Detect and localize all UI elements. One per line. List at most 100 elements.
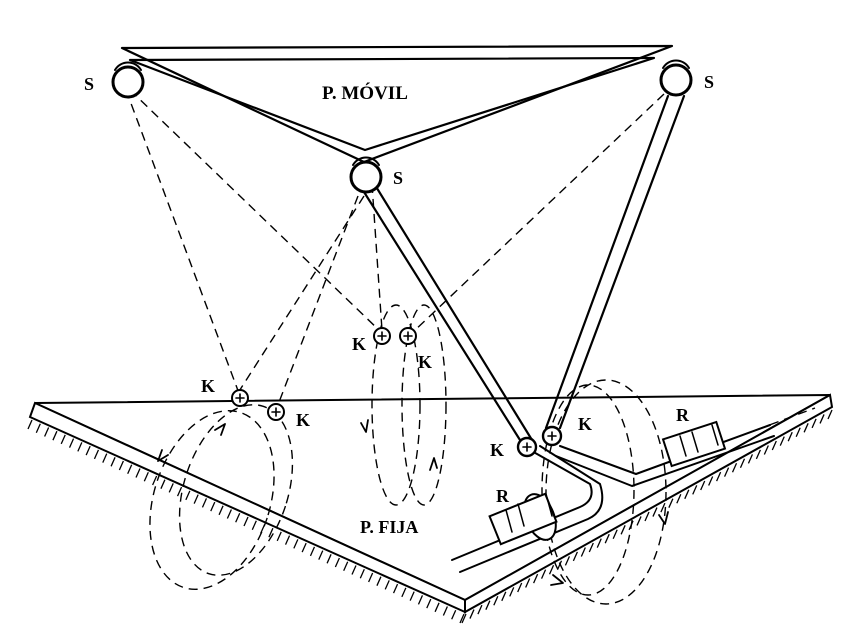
hatch-mark [668,498,674,508]
hatch-mark [35,423,41,433]
spherical-joint-label: S [393,168,403,188]
hatch-mark [326,554,332,564]
hatch-mark [368,572,374,583]
hatch-mark [604,533,610,544]
hatch-mark [803,423,809,433]
hatch-mark [226,509,232,519]
hatch-mark [392,583,399,594]
hatch-mark [318,550,324,560]
hatch-mark [359,568,365,579]
hatch-mark [135,468,141,478]
hatch-mark [644,511,650,522]
hatch-mark [723,467,730,477]
hatch-mark [201,498,208,508]
hatch-mark [461,613,467,624]
hatch-mark [827,409,833,420]
hatch-mark [564,556,571,566]
ground-hatching [27,409,833,624]
hatch-mark [235,513,241,523]
spherical-joint-label: S [84,74,94,94]
hatch-mark [143,471,149,482]
spherical-joint-right [659,59,693,97]
hatch-mark [334,557,340,568]
hatch-mark [572,551,578,562]
cardan-joint [267,403,285,421]
hatch-mark [612,529,618,540]
hatch-mark [160,479,166,489]
hatch-mark [276,531,282,542]
fixed-platform-label: P. FIJA [360,517,418,537]
hatch-mark [251,520,257,530]
hatch-mark [293,539,299,549]
hatch-mark [620,525,626,535]
hatch-mark [700,480,706,491]
hatch-mark [27,419,33,430]
hatch-mark [747,454,754,464]
hatch-mark [243,516,249,527]
hatch-mark [85,445,91,456]
cardan-joint [516,436,538,458]
hatch-mark [731,462,738,473]
moving-platform [120,44,674,164]
cardan-joint-label: K [490,440,504,460]
hatch-mark [442,606,448,616]
hatch-mark [118,460,124,471]
cardan-joint-label: K [578,414,592,434]
hatch-mark [168,483,174,493]
hatch-mark [676,493,682,504]
revolute-actuator-front [451,445,604,573]
cardan-joint-label: K [418,352,432,372]
hatch-mark [268,527,274,538]
hatch-mark [417,595,424,605]
spherical-joint-left [111,61,145,99]
hatch-mark [708,476,714,486]
solid-legs [362,94,686,442]
moving-platform-rail-left [120,44,674,164]
hatch-mark [771,440,777,451]
hatch-mark [409,591,415,601]
hatch-mark [102,453,108,463]
hatch-mark [588,542,594,553]
hatch-mark [477,604,483,615]
hatch-mark [787,431,793,442]
hatch-mark [636,516,642,526]
hatch-mark [517,582,523,593]
dashed-legs [125,89,665,411]
hatch-mark [60,434,66,445]
hatch-mark [185,490,191,501]
hatch-mark [434,602,440,613]
hatch-mark [692,485,698,495]
hatch-mark [284,535,291,545]
hatch-mark [548,564,555,575]
hatch-mark [309,546,316,557]
hatch-mark [451,610,457,620]
cardan-joint [231,389,249,407]
hatch-mark [426,598,432,609]
hatch-mark [218,505,224,516]
hatch-mark [401,587,407,598]
revolute-joint-label: R [676,405,690,425]
labels: P. MÓVIL P. FIJA S S S K K K K K K R R [84,72,714,537]
hatch-mark [652,507,658,517]
hatch-mark [384,580,390,590]
fixed-platform-edge-right [464,393,834,614]
hatch-mark [540,569,547,579]
hatch-mark [152,475,158,486]
cardan-joint [399,327,417,345]
hatch-mark [376,576,382,586]
hatch-mark [493,595,499,606]
spherical-joint-center [349,156,383,194]
cardan-joint-label: K [201,376,215,396]
moving-platform-label: P. MÓVIL [322,82,408,104]
hatch-mark [596,538,602,548]
cardan-joint [541,425,563,447]
revolute-actuator-right [555,407,816,487]
hatch-mark [77,442,83,452]
hatch-mark [660,502,666,513]
hatch-mark [459,613,465,624]
hatch-mark [127,464,133,475]
rotation-paths [149,304,669,605]
hatch-mark [556,560,563,571]
hatch-mark [580,547,586,557]
